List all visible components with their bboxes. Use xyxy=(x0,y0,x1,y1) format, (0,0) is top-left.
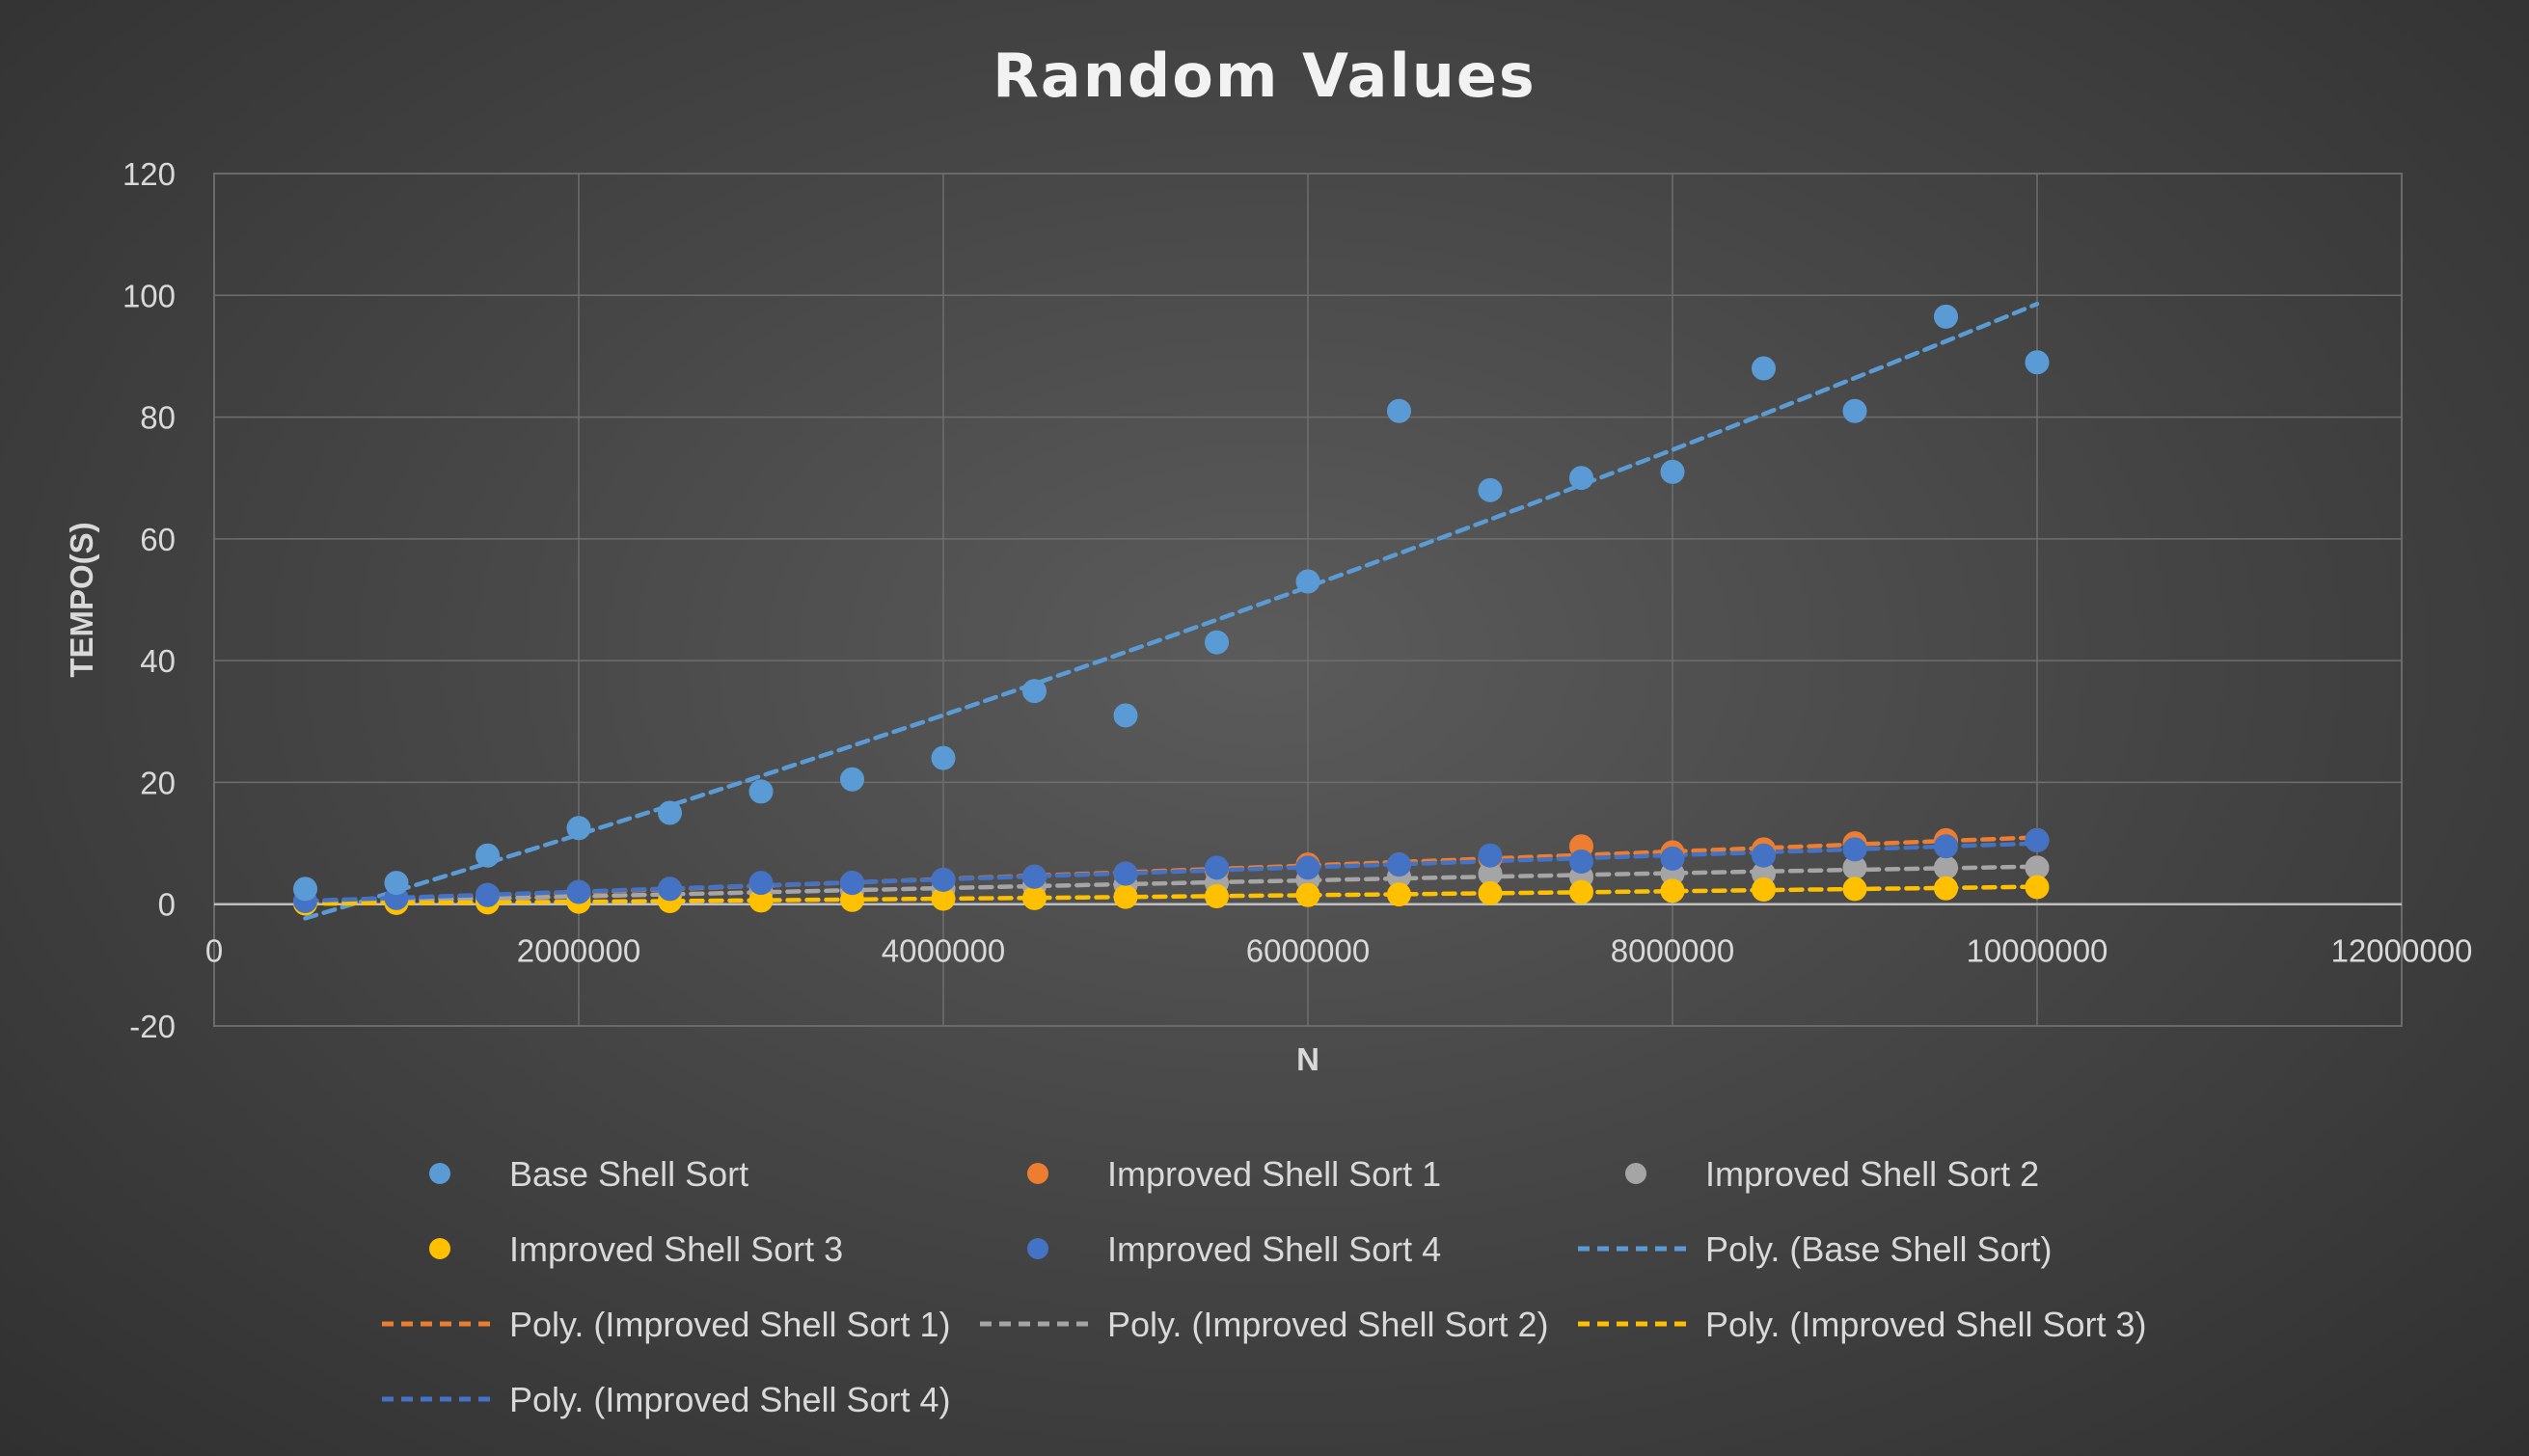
data-point xyxy=(476,843,500,868)
data-point xyxy=(1113,884,1138,909)
data-point xyxy=(2025,875,2050,900)
data-point xyxy=(1752,877,1776,903)
x-tick-label: 2000000 xyxy=(517,933,640,969)
data-point xyxy=(1387,852,1411,877)
x-tick-label: 10000000 xyxy=(1967,933,2108,969)
legend-marker xyxy=(1027,1238,1048,1259)
legend-label: Improved Shell Sort 4 xyxy=(1107,1229,1441,1269)
data-point xyxy=(566,879,591,904)
data-point xyxy=(1205,884,1229,909)
y-tick-label: 20 xyxy=(140,765,176,800)
data-point xyxy=(1934,855,1958,880)
trendline xyxy=(303,841,2040,903)
data-point xyxy=(1478,880,1503,905)
data-point xyxy=(1934,876,1958,901)
chart-title: Random Values xyxy=(993,40,1536,111)
data-point xyxy=(1842,398,1867,423)
legend-marker xyxy=(1027,1163,1048,1184)
y-tick-label: 100 xyxy=(122,278,176,313)
y-tick-label: -20 xyxy=(129,1009,176,1044)
legend: Base Shell Sort Improved Shell Sort 1 Impr… xyxy=(382,1154,2147,1419)
x-axis-ticks: 0 2000000 4000000 6000000 8000000 10000000 120… xyxy=(205,933,2473,969)
data-point xyxy=(1387,882,1411,907)
legend-label: Improved Shell Sort 2 xyxy=(1705,1154,2039,1194)
legend-label: Poly. (Base Shell Sort) xyxy=(1705,1229,2052,1269)
data-point xyxy=(384,871,409,896)
data-point xyxy=(1022,885,1047,910)
legend-label: Poly. (Improved Shell Sort 2) xyxy=(1107,1305,1549,1344)
data-point xyxy=(1934,834,1958,859)
data-point xyxy=(658,800,682,825)
legend-label: Improved Shell Sort 1 xyxy=(1107,1154,1441,1194)
x-tick-label: 0 xyxy=(205,933,223,969)
data-point xyxy=(1934,304,1958,329)
data-point xyxy=(1205,855,1229,880)
legend-label: Poly. (Improved Shell Sort 3) xyxy=(1705,1305,2147,1344)
data-point xyxy=(1113,861,1138,886)
data-point xyxy=(1569,849,1593,875)
y-axis-title: TEMPO(S) xyxy=(64,522,99,677)
data-point xyxy=(293,876,317,902)
data-point xyxy=(840,871,864,896)
x-axis-title: N xyxy=(1296,1041,1319,1077)
data-point xyxy=(1752,356,1776,381)
data-point xyxy=(1205,630,1229,655)
x-tick-label: 12000000 xyxy=(2331,933,2473,969)
x-tick-label: 8000000 xyxy=(1611,933,1734,969)
legend-marker xyxy=(429,1238,450,1259)
data-point xyxy=(1113,703,1138,728)
x-tick-label: 4000000 xyxy=(882,933,1005,969)
data-point xyxy=(1569,879,1593,904)
legend-label: Base Shell Sort xyxy=(509,1154,748,1194)
data-point xyxy=(1660,878,1685,903)
y-tick-label: 120 xyxy=(122,156,176,192)
data-points xyxy=(293,304,2050,916)
legend-marker xyxy=(1625,1163,1646,1184)
data-point xyxy=(1842,876,1867,902)
legend-label: Poly. (Improved Shell Sort 4) xyxy=(509,1380,951,1419)
plot-area xyxy=(213,173,2403,1027)
data-point xyxy=(1752,843,1776,868)
trendlines xyxy=(303,301,2040,921)
data-point xyxy=(1295,882,1320,907)
legend-label: Improved Shell Sort 3 xyxy=(509,1229,843,1269)
trendline xyxy=(303,884,2040,906)
x-tick-label: 6000000 xyxy=(1246,933,1370,969)
data-point xyxy=(1660,459,1685,484)
data-point xyxy=(1022,864,1047,889)
legend-label: Poly. (Improved Shell Sort 1) xyxy=(509,1305,951,1344)
data-point xyxy=(2025,827,2050,852)
data-point xyxy=(748,779,774,804)
data-point xyxy=(2025,350,2050,375)
data-point xyxy=(1660,846,1685,871)
data-point xyxy=(1478,477,1503,502)
data-point xyxy=(1022,679,1047,704)
data-point xyxy=(566,816,591,841)
trendline xyxy=(303,301,2040,921)
y-tick-label: 60 xyxy=(140,522,176,557)
data-point xyxy=(931,745,956,770)
data-point xyxy=(1387,398,1411,423)
data-point xyxy=(476,882,500,907)
data-point xyxy=(1295,569,1320,594)
data-point xyxy=(1842,837,1867,862)
trendline xyxy=(303,864,2040,905)
data-point xyxy=(658,876,682,902)
data-point xyxy=(1478,843,1503,868)
data-point xyxy=(1295,855,1320,880)
y-axis-ticks: 120 100 80 60 40 20 0 -20 xyxy=(122,156,176,1044)
legend-marker xyxy=(429,1163,450,1184)
data-point xyxy=(931,867,956,892)
data-point xyxy=(748,871,774,896)
y-tick-label: 0 xyxy=(158,887,176,923)
y-tick-label: 40 xyxy=(140,643,176,679)
data-point xyxy=(1569,466,1593,491)
data-point xyxy=(840,767,864,792)
y-tick-label: 80 xyxy=(140,400,176,436)
